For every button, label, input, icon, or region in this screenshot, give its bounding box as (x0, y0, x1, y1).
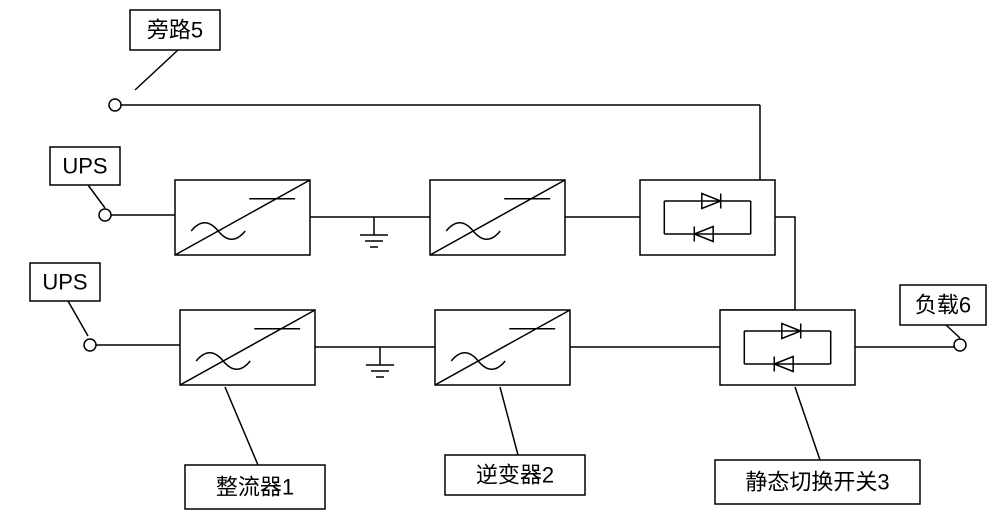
ground-top (360, 217, 388, 247)
label-ups-top-text: UPS (62, 154, 107, 179)
label-rectifier: 整流器1 (185, 465, 325, 509)
label-inverter-text: 逆变器2 (476, 463, 554, 488)
static-switch-bottom (720, 310, 855, 385)
label-static-switch-text: 静态切换开关3 (745, 470, 889, 495)
rectifier-block-bottom (180, 310, 315, 385)
inverter-block-bottom (435, 310, 570, 385)
label-ups-bottom-text: UPS (42, 270, 87, 295)
terminal-ups1 (99, 209, 111, 221)
leader-load (946, 325, 960, 338)
label-bypass-text: 旁路5 (147, 18, 203, 43)
terminal-load (954, 339, 966, 351)
leader-switch (795, 387, 820, 460)
label-load: 负载6 (900, 285, 986, 325)
terminal-ups2 (84, 339, 96, 351)
wire-sw1_down (775, 217, 795, 310)
label-inverter: 逆变器2 (445, 455, 585, 495)
static-switch-top (640, 180, 775, 255)
label-ups-bottom: UPS (30, 263, 100, 301)
rectifier-block-top (175, 180, 310, 255)
label-bypass: 旁路5 (130, 10, 220, 50)
label-load-text: 负载6 (915, 293, 971, 318)
label-static-switch: 静态切换开关3 (715, 460, 920, 504)
leader-ups2 (68, 301, 88, 336)
leader-inverter (500, 387, 518, 455)
label-ups-top: UPS (50, 147, 120, 185)
leader-ups1 (88, 185, 105, 208)
terminal-bypass (109, 99, 121, 111)
inverter-block-top (430, 180, 565, 255)
leader-bypass (135, 50, 178, 90)
ground-bottom (366, 347, 394, 377)
leader-rectifier (225, 387, 258, 465)
label-rectifier-text: 整流器1 (216, 475, 294, 500)
